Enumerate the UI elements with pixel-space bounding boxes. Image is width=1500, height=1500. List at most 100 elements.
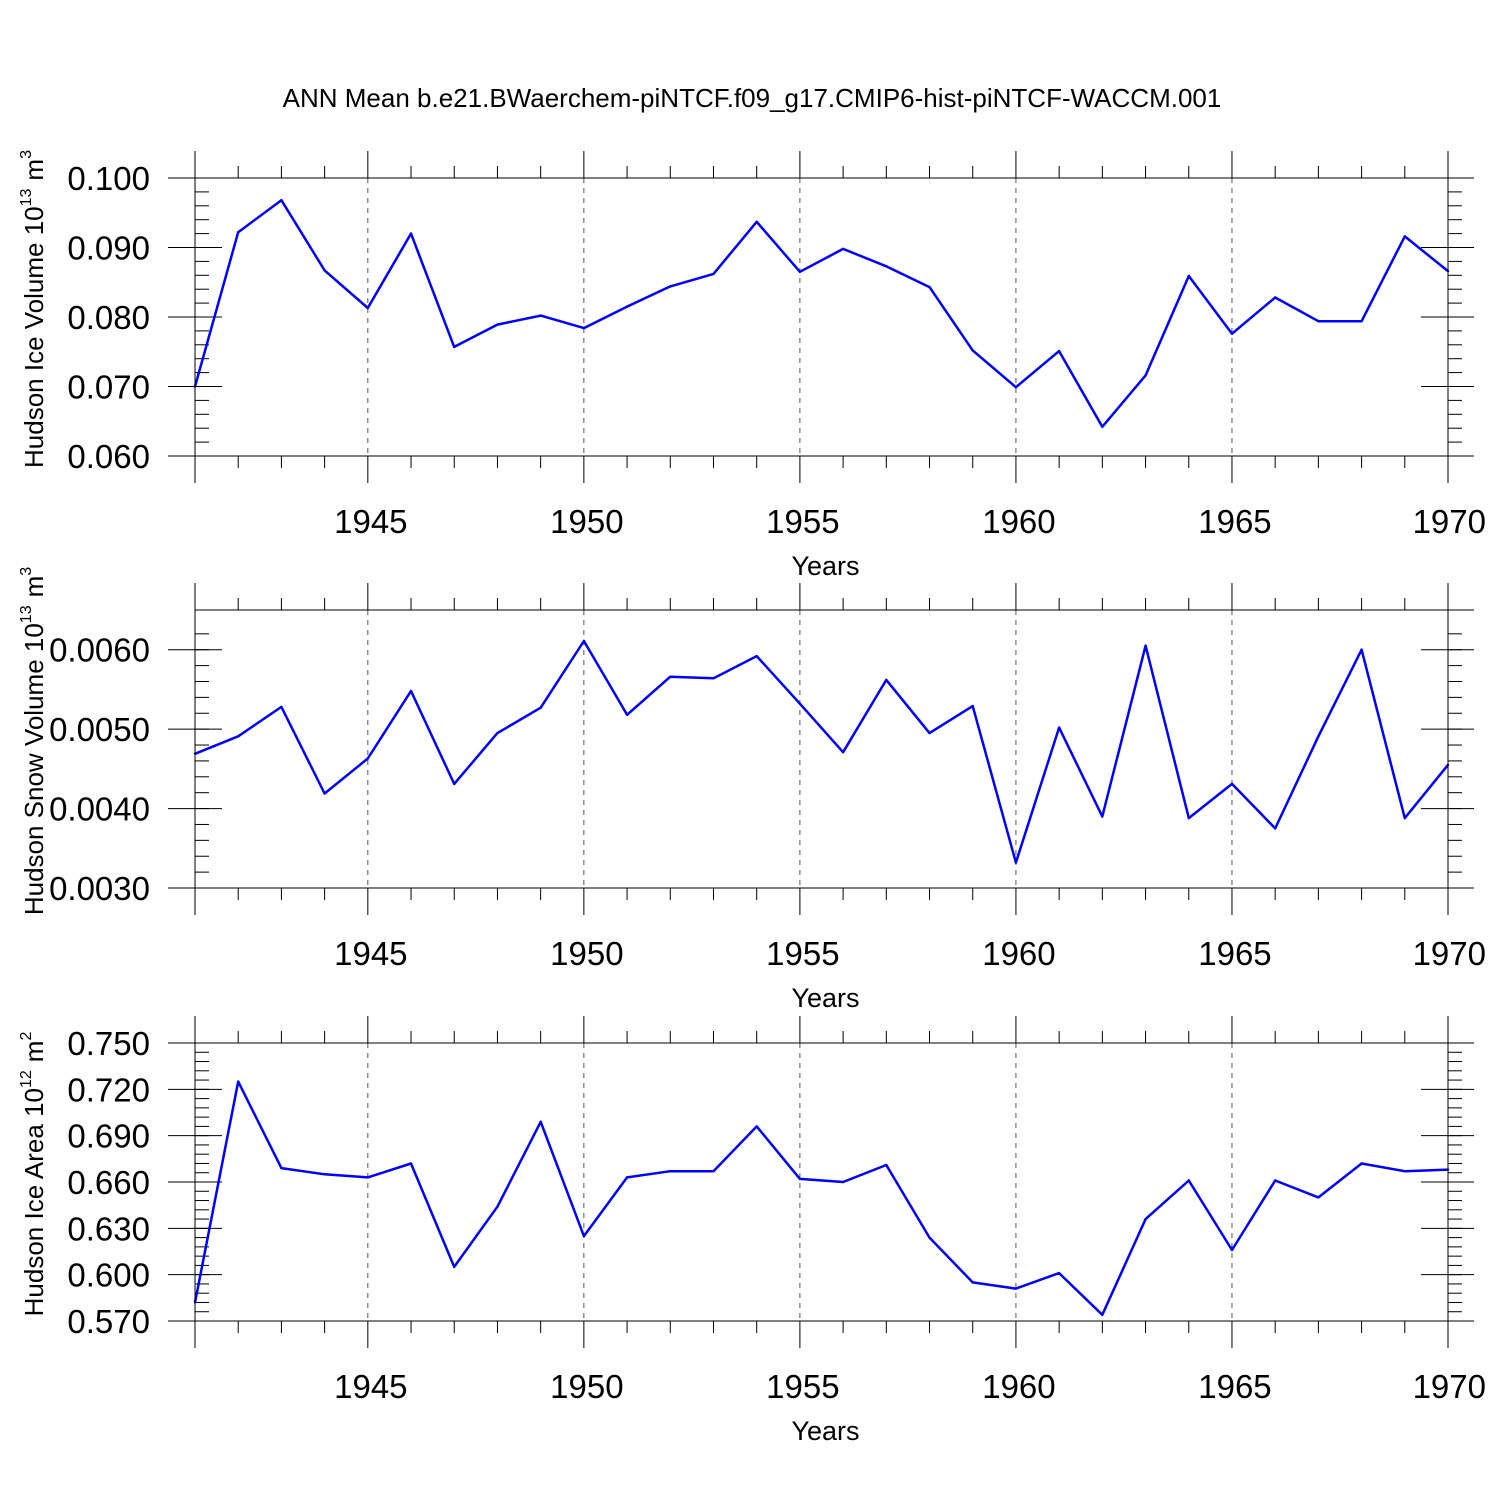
y-axis-label: Hudson Ice Volume 1013 m3 bbox=[18, 150, 49, 468]
x-tick-label: 1960 bbox=[982, 503, 1055, 540]
data-point bbox=[1101, 815, 1104, 818]
data-point bbox=[798, 270, 802, 273]
data-point bbox=[1230, 782, 1234, 786]
series-line bbox=[194, 639, 1449, 864]
data-point bbox=[453, 1265, 456, 1269]
data-point bbox=[323, 269, 326, 272]
plot-frame bbox=[168, 151, 1474, 483]
y-axis-label-unit: m bbox=[19, 1041, 49, 1063]
data-point bbox=[496, 323, 499, 326]
data-point bbox=[1144, 374, 1147, 377]
data-point bbox=[280, 705, 283, 709]
data-point bbox=[1274, 1179, 1277, 1182]
y-axis-label-unit-exponent: 3 bbox=[18, 150, 35, 159]
data-point bbox=[669, 285, 672, 288]
y-tick-label: 0.690 bbox=[67, 1118, 150, 1155]
ice-area-panel: 0.570 0.600 0.630 0.660 0.690 0.720 0.750 1945… bbox=[18, 1016, 1486, 1446]
data-series bbox=[193, 639, 1450, 864]
data-point bbox=[625, 1176, 629, 1179]
data-point bbox=[1057, 349, 1061, 353]
y-axis-label-unit: m bbox=[19, 159, 49, 181]
data-point bbox=[366, 757, 369, 760]
y-tick-label: 0.570 bbox=[67, 1303, 150, 1340]
data-point bbox=[755, 654, 758, 658]
data-point bbox=[366, 306, 369, 310]
data-point bbox=[1403, 1170, 1407, 1173]
x-tick-label: 1965 bbox=[1198, 935, 1271, 972]
x-tick-label: 1965 bbox=[1198, 503, 1271, 540]
data-point bbox=[669, 675, 672, 678]
x-tick-label: 1970 bbox=[1413, 935, 1486, 972]
data-point bbox=[1360, 1162, 1363, 1165]
y-axis-label-text: Hudson Ice Volume 10 bbox=[19, 206, 49, 468]
data-point bbox=[798, 702, 802, 705]
data-point bbox=[712, 1170, 715, 1173]
data-point bbox=[409, 689, 413, 693]
data-point bbox=[885, 678, 888, 682]
x-tick-label: 1960 bbox=[982, 1368, 1055, 1405]
data-point bbox=[1101, 425, 1104, 428]
data-point bbox=[1403, 816, 1407, 820]
data-point bbox=[237, 1080, 240, 1083]
x-tick-label: 1955 bbox=[766, 503, 839, 540]
y-tick-label: 0.080 bbox=[67, 299, 150, 336]
data-point bbox=[928, 731, 931, 735]
data-point bbox=[366, 1176, 369, 1179]
data-point bbox=[1101, 1313, 1104, 1317]
y-tick-labels: 0.060 0.070 0.080 0.090 0.100 bbox=[67, 160, 150, 475]
data-point bbox=[1014, 386, 1018, 389]
axis-ticks bbox=[168, 151, 1474, 483]
y-tick-labels: 0.570 0.600 0.630 0.660 0.690 0.720 0.750 bbox=[67, 1025, 150, 1340]
data-point bbox=[669, 1170, 672, 1173]
data-point bbox=[1187, 816, 1191, 820]
data-point bbox=[1317, 320, 1320, 323]
data-point bbox=[582, 639, 586, 643]
x-tick-label: 1955 bbox=[766, 935, 839, 972]
data-point bbox=[496, 731, 499, 735]
figure-title: ANN Mean b.e21.BWaerchem-piNTCF.f09_g17.… bbox=[283, 83, 1222, 113]
data-point bbox=[625, 713, 629, 716]
grid-lines bbox=[367, 1043, 1233, 1321]
data-point bbox=[928, 285, 931, 289]
data-point bbox=[1360, 320, 1363, 323]
data-point bbox=[1230, 1248, 1234, 1252]
data-point bbox=[1187, 274, 1191, 278]
data-point bbox=[323, 1173, 326, 1176]
data-point bbox=[971, 349, 974, 352]
data-point bbox=[755, 220, 758, 223]
data-point bbox=[841, 751, 845, 754]
x-tick-label: 1945 bbox=[334, 503, 407, 540]
data-point bbox=[496, 1205, 499, 1208]
y-tick-label: 0.0030 bbox=[49, 870, 150, 907]
data-point bbox=[1144, 1217, 1147, 1221]
data-point bbox=[280, 1166, 283, 1170]
series-line bbox=[193, 198, 1449, 429]
y-tick-label: 0.660 bbox=[67, 1164, 150, 1201]
y-tick-label: 0.630 bbox=[67, 1210, 150, 1247]
y-axis-label-exponent: 12 bbox=[18, 1070, 35, 1088]
series-line bbox=[193, 1080, 1449, 1317]
data-point bbox=[971, 1281, 974, 1284]
data-point bbox=[712, 677, 715, 680]
data-point bbox=[841, 1180, 845, 1184]
y-axis-label-unit-exponent: 2 bbox=[18, 1032, 35, 1041]
y-tick-label: 0.070 bbox=[67, 369, 150, 406]
data-point bbox=[409, 1162, 413, 1165]
axis-ticks bbox=[168, 1016, 1474, 1348]
data-point bbox=[1057, 726, 1061, 729]
data-point bbox=[712, 272, 715, 276]
data-point bbox=[237, 735, 240, 738]
y-tick-label: 0.090 bbox=[67, 230, 150, 267]
x-tick-label: 1970 bbox=[1413, 1368, 1486, 1405]
y-axis-label-exponent: 13 bbox=[18, 605, 35, 623]
y-axis-label: Hudson Ice Area 1012 m2 bbox=[18, 1032, 49, 1317]
x-axis-label: Years bbox=[791, 983, 859, 1013]
data-point bbox=[1230, 332, 1234, 335]
x-tick-label: 1950 bbox=[550, 935, 623, 972]
y-tick-label: 0.0060 bbox=[49, 632, 150, 669]
snow-volume-panel: 0.0030 0.0040 0.0050 0.0060 1945 1950 1955 196… bbox=[18, 567, 1486, 1013]
x-tick-label: 1960 bbox=[982, 935, 1055, 972]
data-point bbox=[625, 305, 629, 308]
data-point bbox=[1317, 735, 1320, 738]
y-axis-label-text: Hudson Snow Volume 10 bbox=[19, 623, 49, 915]
